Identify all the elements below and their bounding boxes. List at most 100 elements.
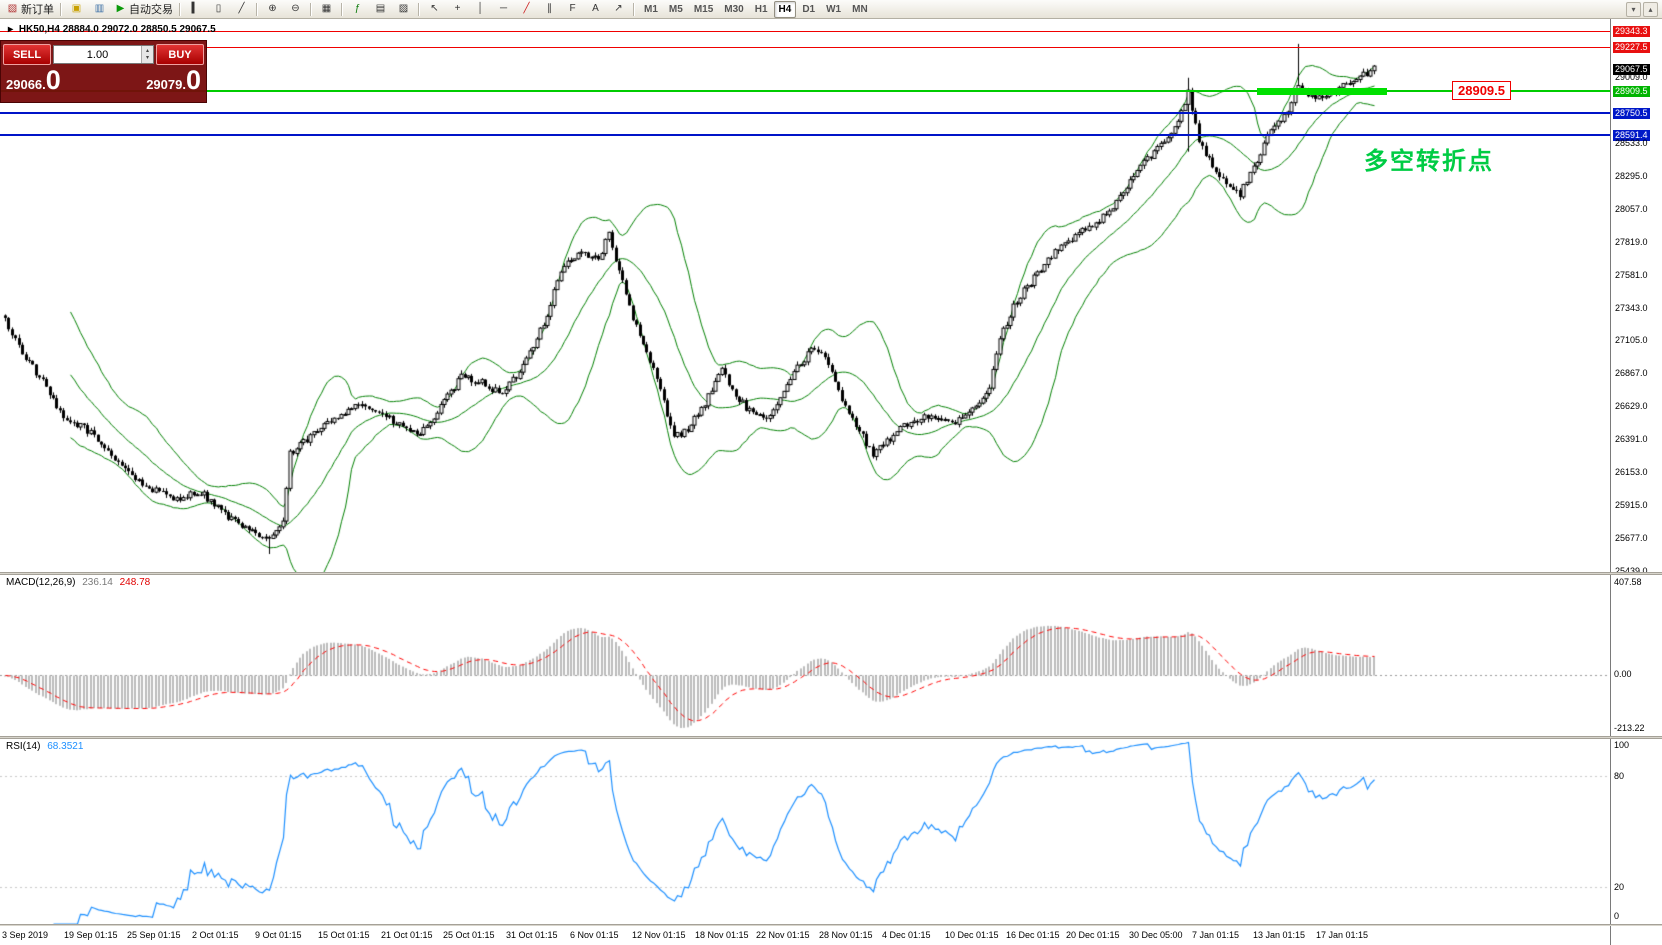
zoom-out-icon[interactable]: ⊖ (284, 0, 307, 18)
horizontal-line-icon: ─ (499, 3, 508, 14)
main-toolbar: ▧ 新订单 ▣ ▥ ▶ 自动交易 ▍ ▯ ╱ ⊕ ⊖ ▦ ƒ ▤ ▨ ↖ + │ ─ ╱ ∥ F A ↗ M1 M5 M15 M30 H… (0, 0, 1662, 19)
volume-spinner[interactable]: ▴ ▾ (141, 46, 153, 63)
horizontal-line-object[interactable] (0, 134, 1610, 136)
price-level-label[interactable]: 28909.5 (1452, 81, 1511, 100)
symbol-ohlc-text: HK50,H4 28884.0 29072.0 28850.5 29067.5 (18, 24, 216, 35)
toolbar-separator (633, 2, 635, 16)
volume-field[interactable]: 1.00 ▴ ▾ (53, 45, 154, 64)
rsi-axis-20: 20 (1614, 882, 1625, 892)
horizontal-line-object[interactable] (0, 47, 1610, 48)
macd-title: MACD(12,26,9) (6, 577, 76, 588)
rsi-indicator-canvas[interactable] (0, 739, 1610, 924)
toolbar-separator (310, 2, 312, 16)
price-axis-label: 28057.0 (1615, 204, 1648, 214)
fibonacci-icon[interactable]: F (561, 0, 584, 18)
highlight-segment-object[interactable] (1257, 88, 1387, 95)
one-click-trading-panel: SELL 1.00 ▴ ▾ BUY 29066.0 29079.0 (0, 40, 207, 103)
time-axis-label: 3 Sep 2019 (2, 930, 49, 940)
ohlc-bars-chart-icon[interactable]: ▍ (184, 0, 207, 18)
fibonacci-icon: F (569, 3, 576, 14)
candlestick-chart-icon: ▯ (215, 3, 222, 14)
horizontal-line-icon[interactable]: ─ (492, 0, 515, 18)
timeframe-h4-button[interactable]: H4 (773, 0, 797, 18)
volume-value[interactable]: 1.00 (86, 48, 109, 61)
new-order-button[interactable]: ▧ 新订单 (3, 0, 57, 18)
chart-annotation-text: 多空转折点 (1364, 148, 1494, 175)
trendline-icon: ╱ (523, 3, 530, 14)
trendline-icon[interactable]: ╱ (515, 0, 538, 18)
auto-trading-button[interactable]: ▶ 自动交易 (111, 0, 176, 18)
time-axis-label: 6 Nov 01:15 (570, 930, 619, 940)
time-axis[interactable]: 3 Sep 2019 19 Sep 01:15 25 Sep 01:15 2 Oct … (0, 926, 1662, 945)
price-axis-label: 25915.0 (1615, 500, 1648, 510)
indicators-icon[interactable]: ƒ (346, 0, 369, 18)
chart-objects-layer (0, 19, 1610, 572)
pane-separator[interactable] (0, 572, 1662, 575)
tile-windows-icon: ▦ (321, 3, 332, 14)
time-axis-label: 4 Dec 01:15 (882, 930, 931, 940)
timeframe-m30-button[interactable]: M30 (724, 3, 744, 15)
toolbar-separator (418, 2, 420, 16)
vertical-line-icon[interactable]: │ (469, 0, 492, 18)
rsi-axis-0: 0 (1614, 911, 1620, 921)
price-axis-label: 28750.5 (1613, 108, 1650, 119)
time-axis-label: 25 Oct 01:15 (443, 930, 495, 940)
volume-up-icon[interactable]: ▴ (145, 47, 149, 54)
candlestick-chart-icon[interactable]: ▯ (207, 0, 230, 18)
price-axis-label: 26391.0 (1615, 434, 1648, 444)
time-axis-label: 17 Jan 01:15 (1316, 930, 1369, 940)
price-axis-label: 28591.4 (1613, 130, 1650, 141)
horizontal-line-object[interactable] (0, 112, 1610, 114)
pane-separator[interactable] (0, 736, 1662, 739)
price-axis-label: 27343.0 (1615, 303, 1648, 313)
price-axis-label: 27581.0 (1615, 270, 1648, 280)
horizontal-line-object[interactable] (0, 31, 1610, 32)
timeframe-m5-button[interactable]: M5 (668, 3, 683, 15)
timeframe-m1-button[interactable]: M1 (644, 3, 658, 15)
timeframe-w1-button[interactable]: W1 (826, 3, 842, 15)
rsi-value: 68.3521 (47, 741, 84, 752)
price-axis-label: 25439.0 (1615, 566, 1648, 576)
timeframe-h1-button[interactable]: H1 (754, 3, 768, 15)
templates-icon[interactable]: ▨ (392, 0, 415, 18)
toolbar-collapse-icon[interactable]: ▴ (1643, 2, 1658, 17)
buy-button[interactable]: BUY (156, 44, 204, 65)
ohlc-bars-chart-icon: ▍ (191, 3, 200, 14)
price-axis-label: 25677.0 (1615, 533, 1648, 543)
buy-price-main: 29079. (146, 77, 186, 92)
zoom-in-icon[interactable]: ⊕ (261, 0, 284, 18)
line-chart-icon[interactable]: ╱ (230, 0, 253, 18)
templates-icon: ▨ (398, 3, 409, 14)
time-axis-label: 16 Dec 01:15 (1006, 930, 1060, 940)
timeframe-mn-button[interactable]: MN (852, 3, 868, 15)
toolbar-customize-icon[interactable]: ▾ (1626, 2, 1641, 17)
arrow-tool-icon[interactable]: ↗ (607, 0, 630, 18)
macd-indicator-canvas[interactable] (0, 575, 1610, 736)
alerts-icon[interactable]: ▣ (65, 0, 88, 18)
price-chart-canvas[interactable] (0, 19, 1610, 572)
time-axis-label: 18 Nov 01:15 (695, 930, 749, 940)
text-tool-icon[interactable]: A (584, 0, 607, 18)
pane-separator[interactable] (0, 924, 1662, 926)
timeframe-m15-button[interactable]: M15 (693, 3, 714, 15)
channel-icon[interactable]: ∥ (538, 0, 561, 18)
price-axis[interactable]: 407.58 0.00 -213.22 100 80 20 0 29343.3 2… (1610, 19, 1662, 945)
cursor-icon[interactable]: ↖ (423, 0, 446, 18)
time-axis-label: 7 Jan 01:15 (1192, 930, 1240, 940)
news-icon[interactable]: ▥ (88, 0, 111, 18)
toolbar-separator (256, 2, 258, 16)
price-axis-label: 28295.0 (1615, 171, 1648, 181)
timeframe-d1-button[interactable]: D1 (802, 3, 816, 15)
periods-icon[interactable]: ▤ (369, 0, 392, 18)
horizontal-line-object[interactable] (0, 90, 1610, 92)
tile-windows-icon[interactable]: ▦ (315, 0, 338, 18)
cursor-icon: ↖ (430, 3, 439, 14)
macd-header: MACD(12,26,9) 236.14 248.78 (6, 577, 154, 588)
price-axis-label: 28533.0 (1615, 138, 1648, 148)
volume-down-icon[interactable]: ▾ (145, 54, 149, 61)
time-axis-label: 25 Sep 01:15 (127, 930, 181, 940)
rsi-axis-100: 100 (1614, 740, 1630, 750)
crosshair-icon[interactable]: + (446, 0, 469, 18)
sell-button[interactable]: SELL (3, 44, 51, 65)
new-order-button-label: 新订单 (21, 4, 54, 16)
